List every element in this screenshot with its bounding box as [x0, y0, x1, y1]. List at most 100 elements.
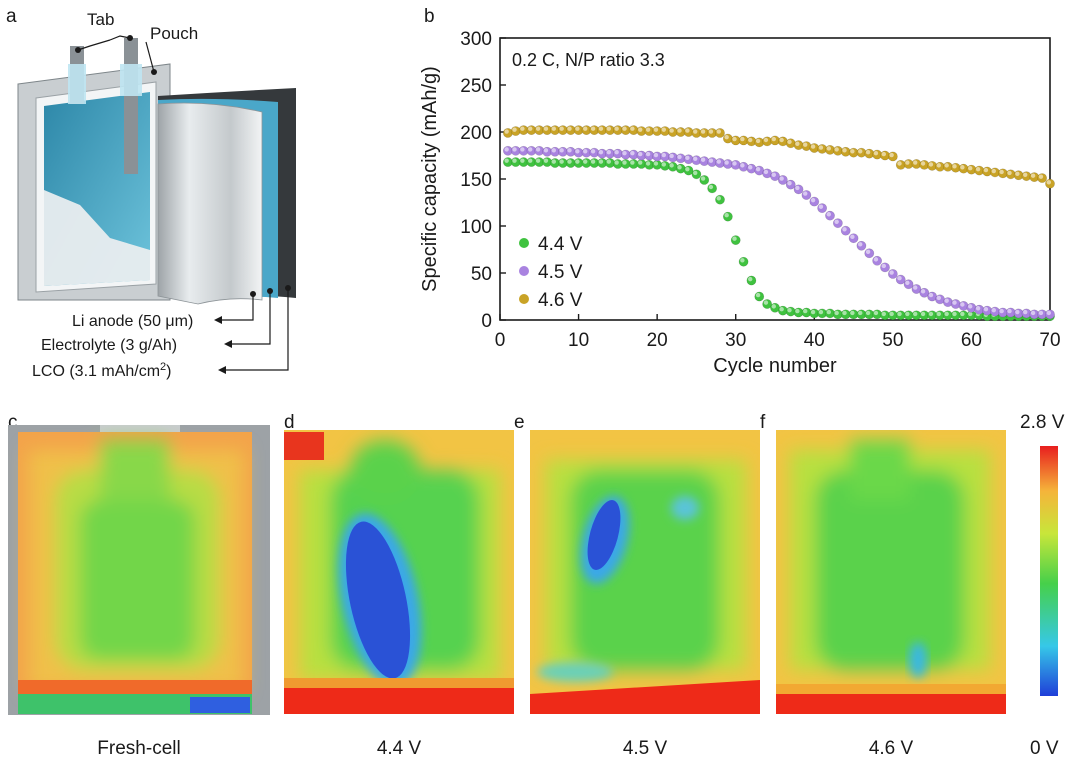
- data-point-highlight: [834, 147, 839, 152]
- data-point-highlight: [858, 310, 863, 316]
- legend-marker: [519, 294, 529, 304]
- data-point-highlight: [905, 311, 910, 317]
- data-point-highlight: [803, 308, 808, 314]
- data-point-highlight: [787, 181, 792, 186]
- pouch-label: Pouch: [150, 24, 198, 43]
- data-point-highlight: [708, 184, 714, 190]
- data-point-highlight: [583, 149, 588, 154]
- data-point-highlight: [614, 126, 619, 131]
- y-tick-label: 250: [460, 76, 492, 97]
- data-point-highlight: [590, 159, 596, 164]
- caption-4-4v: 4.4 V: [377, 738, 422, 759]
- data-point-highlight: [669, 163, 674, 168]
- data-point-highlight: [520, 147, 525, 152]
- data-point-highlight: [865, 249, 871, 255]
- data-point-highlight: [826, 309, 831, 315]
- data-point-highlight: [543, 158, 549, 163]
- data-point-highlight: [748, 137, 753, 143]
- data-point-highlight: [724, 213, 729, 218]
- data-point-highlight: [865, 150, 871, 155]
- x-tick-label: 60: [961, 330, 982, 351]
- data-point-highlight: [881, 311, 886, 317]
- data-point-highlight: [535, 147, 541, 152]
- data-point-highlight: [928, 292, 934, 298]
- data-point-highlight: [677, 165, 682, 170]
- data-point-highlight: [638, 151, 643, 157]
- data-point-highlight: [873, 310, 879, 316]
- data-point-highlight: [685, 128, 690, 133]
- pouch-cell-schematic: [17, 35, 296, 374]
- data-point-highlight: [512, 147, 517, 152]
- data-point-highlight: [1030, 173, 1036, 178]
- data-point-highlight: [1015, 171, 1020, 177]
- x-tick-label: 0: [495, 330, 506, 351]
- data-point-highlight: [779, 137, 784, 143]
- data-point-highlight: [771, 172, 776, 177]
- data-point-highlight: [606, 150, 611, 155]
- data-point-highlight: [693, 170, 698, 176]
- data-point-highlight: [528, 147, 533, 152]
- anode-label: Li anode (50 μm): [72, 313, 193, 330]
- data-point-highlight: [700, 129, 706, 134]
- data-point-highlight: [795, 185, 800, 191]
- data-point-highlight: [897, 275, 902, 281]
- panel-label-c: c: [8, 412, 18, 433]
- data-point-highlight: [999, 169, 1004, 175]
- data-point-highlight: [638, 160, 643, 165]
- data-point-highlight: [724, 160, 729, 165]
- data-point-highlight: [661, 127, 666, 132]
- data-point-highlight: [700, 176, 706, 181]
- legend-marker: [519, 266, 529, 276]
- potential-map-4-6v: [776, 430, 1006, 714]
- x-axis-label: Cycle number: [713, 355, 837, 377]
- data-point-highlight: [559, 126, 564, 131]
- panel-label-b: b: [424, 6, 435, 27]
- data-point-highlight: [1023, 309, 1028, 315]
- data-point-highlight: [803, 142, 808, 147]
- data-point-highlight: [740, 258, 745, 263]
- y-tick-label: 100: [460, 217, 492, 238]
- data-point-highlight: [559, 148, 564, 153]
- chart-annotation: 0.2 C, N/P ratio 3.3: [512, 50, 665, 70]
- data-point-highlight: [897, 311, 902, 317]
- caption-4-6v: 4.6 V: [869, 738, 914, 759]
- data-point-highlight: [638, 127, 643, 132]
- data-point-highlight: [818, 309, 824, 315]
- data-point-highlight: [645, 161, 651, 166]
- data-point-highlight: [740, 163, 745, 168]
- data-point-highlight: [960, 165, 965, 170]
- data-point-highlight: [685, 155, 690, 161]
- data-point-highlight: [968, 311, 973, 317]
- data-point-highlight: [693, 129, 698, 134]
- data-point-highlight: [653, 152, 659, 158]
- y-tick-label: 200: [460, 123, 492, 144]
- data-point-highlight: [913, 285, 918, 290]
- data-point-highlight: [645, 151, 651, 157]
- data-point-highlight: [952, 300, 957, 305]
- data-point-highlight: [1015, 309, 1020, 315]
- data-point-highlight: [865, 310, 871, 316]
- data-point-highlight: [787, 139, 792, 145]
- data-point-highlight: [614, 150, 619, 155]
- caption-4-5v: 4.5 V: [623, 738, 668, 759]
- x-tick-label: 70: [1039, 330, 1060, 351]
- lco-label-main: LCO (3.1 mAh/cm: [32, 363, 160, 380]
- data-point-highlight: [700, 157, 706, 162]
- potential-map-4-5v: [530, 430, 760, 714]
- data-point-highlight: [693, 156, 698, 161]
- data-point-highlight: [968, 166, 973, 171]
- data-point-highlight: [952, 311, 957, 317]
- data-point-highlight: [748, 276, 753, 282]
- data-point-highlight: [810, 309, 816, 315]
- data-point-highlight: [575, 126, 580, 131]
- data-point-highlight: [936, 163, 941, 168]
- data-point-highlight: [795, 141, 800, 146]
- data-point-highlight: [960, 311, 965, 317]
- data-point-highlight: [952, 164, 957, 169]
- data-point-highlight: [520, 126, 525, 131]
- data-point-highlight: [936, 311, 941, 317]
- data-point-highlight: [543, 148, 549, 153]
- data-point-highlight: [779, 307, 784, 312]
- data-point-highlight: [740, 136, 745, 142]
- data-point-highlight: [755, 166, 761, 172]
